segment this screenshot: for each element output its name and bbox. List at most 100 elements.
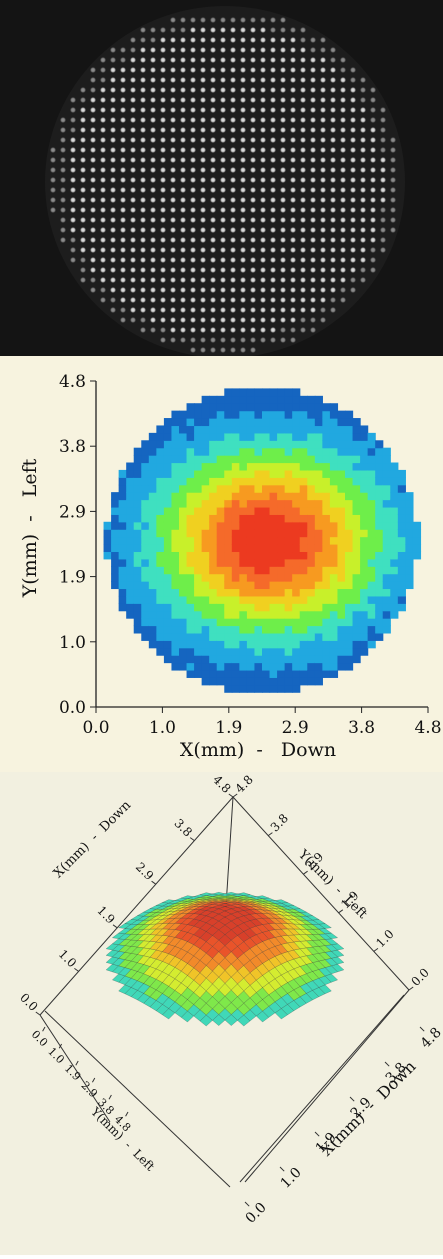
heatmap-cell [163, 447, 173, 456]
spot [219, 206, 227, 214]
heatmap-cell [246, 669, 256, 678]
heatmap-cell [352, 544, 361, 553]
heatmap-cell [254, 655, 263, 664]
heatmap-cell [397, 477, 406, 486]
heatmap-cell [360, 492, 369, 501]
heatmap-cell [194, 529, 203, 538]
spot [249, 206, 257, 214]
tick-label-top-left: 2.9 [133, 860, 156, 883]
heatmap-cell [299, 492, 308, 501]
heatmap-cell [201, 492, 210, 501]
spot [249, 296, 257, 304]
heatmap-cell [322, 418, 331, 427]
heatmap-cell [322, 462, 331, 471]
frame-edge [39, 1014, 111, 1123]
heatmap-cell [179, 484, 188, 493]
spot [259, 56, 267, 64]
heatmap-cell [118, 506, 127, 515]
spot [159, 286, 167, 294]
heatmap-cell [141, 462, 150, 471]
spot [139, 166, 147, 174]
spot [189, 346, 197, 354]
heatmap-cell [186, 544, 195, 553]
heatmap-cell [269, 418, 278, 427]
spot [309, 266, 317, 274]
heatmap-cell [390, 514, 399, 523]
heatmap-cell [126, 477, 135, 486]
spot [259, 306, 267, 314]
frame-edge [232, 796, 410, 991]
heatmap-cell [126, 588, 135, 597]
heatmap-cell [254, 425, 263, 434]
spot [289, 26, 297, 34]
heatmap-cell [269, 632, 278, 641]
heatmap-cell [179, 462, 188, 471]
spot [259, 176, 267, 184]
spot [379, 206, 387, 214]
heatmap-cell [284, 595, 293, 604]
heatmap-cell [111, 544, 120, 553]
spot [299, 116, 307, 124]
heatmap-cell [194, 455, 203, 464]
heatmap-cell [141, 484, 150, 493]
spot [159, 196, 167, 204]
spot [119, 176, 127, 184]
heatmap-cell [254, 469, 263, 478]
spot [159, 116, 167, 124]
spot [169, 46, 177, 54]
spot [119, 76, 127, 84]
spot [169, 196, 177, 204]
heatmap-cell [262, 425, 271, 434]
heatmap-cell [337, 603, 346, 612]
heatmap-cell [390, 581, 399, 590]
heatmap-cell [322, 669, 331, 678]
spot [109, 266, 117, 274]
heatmap-cell [269, 581, 278, 590]
spot [59, 176, 67, 184]
spot [49, 146, 57, 154]
spot [269, 126, 277, 134]
heatmap-cell [254, 677, 263, 686]
heatmap-cell [194, 432, 203, 441]
heatmap-cell [231, 432, 240, 441]
heatmap-cell [382, 610, 391, 619]
heatmap-cell [284, 551, 293, 560]
heatmap-cell [329, 632, 339, 641]
heatmap-cell [231, 551, 240, 560]
spot [199, 166, 207, 174]
heatmap-cell [314, 477, 323, 486]
tick-label-top-right: 1.0 [373, 927, 396, 950]
heatmap-cell [277, 603, 286, 612]
heatmap-cell [148, 492, 157, 501]
heatmap-cell [345, 551, 354, 560]
spot [259, 96, 267, 104]
spot [379, 136, 387, 144]
spot [159, 176, 167, 184]
spot [159, 66, 167, 74]
heatmap-cell [329, 499, 339, 508]
spot [279, 226, 287, 234]
spot [129, 76, 137, 84]
heatmap-cell [299, 551, 308, 560]
spot [369, 216, 377, 224]
heatmap-cell [126, 506, 135, 515]
spot [289, 186, 297, 194]
heatmap-cell [156, 588, 165, 597]
heatmap-cell [337, 632, 346, 641]
heatmap-cell [322, 647, 331, 656]
heatmap-cell [307, 566, 316, 575]
heatmap-cell [337, 625, 346, 634]
spot [319, 316, 327, 324]
heatmap-cell [224, 595, 233, 604]
spot [209, 76, 217, 84]
heatmap-cell [148, 603, 157, 612]
heatmap-cell [345, 440, 354, 449]
heatmap-cell [224, 477, 233, 486]
surface-plot-chart: X(mm) - Down Y(mm) - Left X(mm) - Down Y… [17, 772, 443, 1226]
heatmap-cell [231, 477, 240, 486]
spot [279, 176, 287, 184]
spot [369, 96, 377, 104]
heatmap-cell [329, 477, 339, 486]
spot [249, 86, 257, 94]
spot [99, 66, 107, 74]
